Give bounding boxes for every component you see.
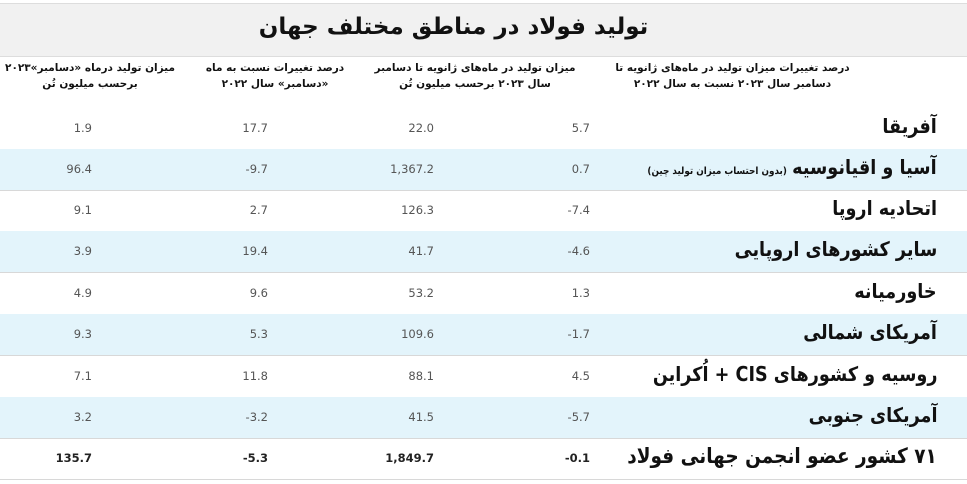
region-label: روسیه و کشورهای CIS + اُکراین	[652, 362, 937, 386]
table-row: 9.3 5.3 109.6 -1.7 آمریکای شمالی	[0, 314, 967, 356]
region-name: آمریکای جنوبی	[808, 403, 937, 427]
region-name: ۷۱ کشور عضو انجمن جهانی فولاد	[627, 444, 937, 468]
region-label: آفریقا	[882, 114, 937, 138]
cell-dec-production: 3.2	[73, 410, 92, 424]
header-ytd-change: درصد تغییرات میزان تولید در ماه‌های ژانو…	[585, 60, 880, 92]
cell-ytd-production: 53.2	[408, 286, 434, 300]
table-row: 3.9 19.4 41.7 -4.6 سایر کشورهای اروپایی	[0, 231, 967, 273]
header-line: دسامبر سال ۲۰۲۳ نسبت به سال ۲۰۲۲	[633, 78, 832, 90]
header-line: درصد تغییرات میزان تولید در ماه‌های ژانو…	[615, 62, 850, 74]
cell-dec-change: 19.4	[242, 244, 268, 258]
table-row-total: 135.7 -5.3 1,849.7 -0.1 ۷۱ کشور عضو انجمن جه…	[0, 438, 967, 480]
region-label: ۷۱ کشور عضو انجمن جهانی فولاد	[627, 444, 937, 468]
cell-dec-production: 96.4	[66, 162, 92, 176]
header-line: سال ۲۰۲۳ برحسب میلیون تُن	[399, 78, 551, 90]
cell-dec-production: 4.9	[73, 286, 92, 300]
header-line: برحسب میلیون تُن	[42, 78, 138, 90]
cell-dec-change: 17.7	[242, 121, 268, 135]
header-ytd-production: میزان تولید در ماه‌های ژانویه تا دسامبر …	[370, 60, 580, 92]
table-row: 9.1 2.7 126.3 -7.4 اتحادیه اروپا	[0, 190, 967, 232]
cell-dec-production: 135.7	[55, 451, 92, 465]
region-name: آفریقا	[883, 114, 937, 138]
cell-ytd-change: -4.6	[567, 244, 590, 258]
cell-dec-production: 3.9	[73, 244, 92, 258]
cell-dec-production: 7.1	[73, 369, 92, 383]
region-name: آسیا و اقیانوسیه (بدون احتساب میزان تولید…	[648, 155, 937, 179]
cell-ytd-production: 41.5	[408, 410, 434, 424]
header-dec-change: درصد تغییرات نسبت به ماه «دسامبر» سال ۲۰…	[185, 60, 365, 92]
table-row: 3.2 -3.2 41.5 -5.7 آمریکای جنوبی	[0, 397, 967, 439]
cell-dec-production: 9.1	[73, 203, 92, 217]
header-line: «دسامبر» سال ۲۰۲۲	[221, 78, 329, 90]
cell-dec-change: 2.7	[249, 203, 268, 217]
region-name: آمریکای شمالی	[803, 320, 937, 344]
region-note: (بدون احتساب میزان تولید چین)	[647, 166, 788, 177]
cell-dec-change: 9.6	[249, 286, 268, 300]
cell-ytd-production: 1,367.2	[390, 162, 434, 176]
header-line: میزان تولید در ماه‌های ژانویه تا دسامبر	[374, 62, 576, 74]
cell-ytd-change: -1.7	[567, 327, 590, 341]
cell-ytd-production: 126.3	[401, 203, 434, 217]
cell-ytd-change: 5.7	[571, 121, 590, 135]
region-name: اتحادیه اروپا	[832, 196, 937, 220]
table-row: 7.1 11.8 88.1 4.5 روسیه و کشورهای CIS + اُکر…	[0, 356, 967, 398]
region-label: آمریکای جنوبی	[808, 403, 937, 427]
title-band: تولید فولاد در مناطق مختلف جهان	[0, 3, 967, 57]
cell-ytd-change: 4.5	[571, 369, 590, 383]
cell-dec-production: 1.9	[73, 121, 92, 135]
region-name: سایر کشورهای اروپایی	[734, 237, 937, 261]
header-dec-production: میزان تولید درماه «دسامبر»۲۰۲۳ برحسب میل…	[0, 60, 180, 92]
cell-ytd-production: 22.0	[408, 121, 434, 135]
header-line: میزان تولید درماه «دسامبر»۲۰۲۳	[5, 62, 175, 74]
region-label: خاورمیانه	[854, 279, 937, 303]
cell-ytd-production: 41.7	[408, 244, 434, 258]
page-title: تولید فولاد در مناطق مختلف جهان	[258, 14, 649, 40]
table-row: 1.9 17.7 22.0 5.7 آفریقا	[0, 108, 967, 150]
cell-dec-change: -9.7	[245, 162, 268, 176]
cell-dec-change: 11.8	[242, 369, 268, 383]
header-line: درصد تغییرات نسبت به ماه	[205, 62, 345, 74]
region-name: روسیه و کشورهای CIS + اُکراین	[652, 362, 937, 386]
cell-dec-change: -5.3	[242, 451, 268, 465]
cell-ytd-change: -5.7	[567, 410, 590, 424]
cell-ytd-change: -0.1	[564, 451, 590, 465]
cell-ytd-change: 1.3	[571, 286, 590, 300]
cell-ytd-change: -7.4	[567, 203, 590, 217]
region-name: خاورمیانه	[855, 279, 937, 303]
region-label: آسیا و اقیانوسیه	[792, 155, 937, 179]
region-label: اتحادیه اروپا	[832, 196, 937, 220]
cell-dec-production: 9.3	[73, 327, 92, 341]
cell-ytd-change: 0.7	[571, 162, 590, 176]
cell-ytd-production: 1,849.7	[385, 451, 434, 465]
table-row: 4.9 9.6 53.2 1.3 خاورمیانه	[0, 273, 967, 315]
cell-ytd-production: 109.6	[401, 327, 434, 341]
table-row: 96.4 -9.7 1,367.2 0.7 آسیا و اقیانوسیه (بدون …	[0, 149, 967, 191]
region-label: سایر کشورهای اروپایی	[734, 237, 937, 261]
cell-dec-change: 5.3	[249, 327, 268, 341]
cell-ytd-production: 88.1	[408, 369, 434, 383]
region-label: آمریکای شمالی	[803, 320, 937, 344]
cell-dec-change: -3.2	[245, 410, 268, 424]
